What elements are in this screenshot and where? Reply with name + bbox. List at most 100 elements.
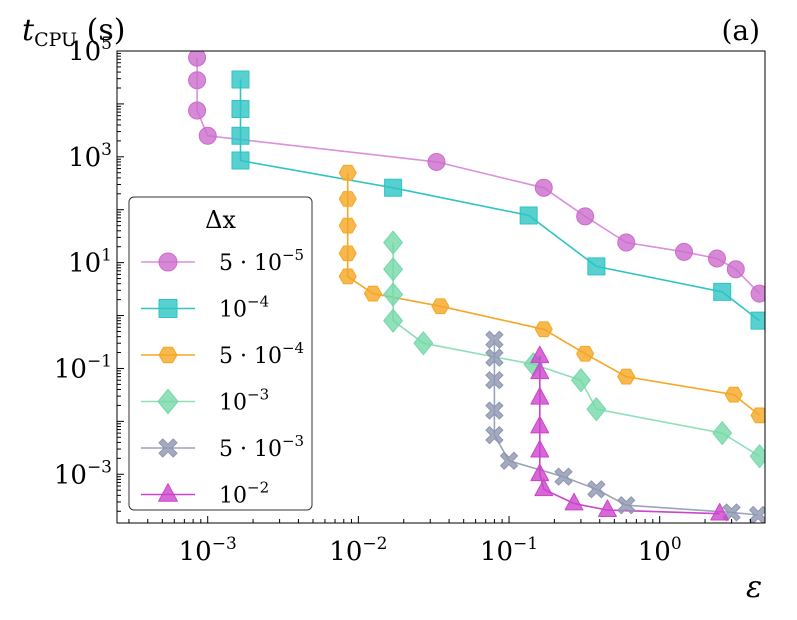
- data-point-s3-8: [534, 321, 553, 338]
- panel-label: (a): [721, 14, 760, 47]
- data-point-s5-2: [485, 348, 504, 367]
- legend-marker-3: [158, 346, 178, 364]
- x-tick-base: 10: [480, 537, 513, 567]
- x-tick-label: 10−1: [480, 534, 538, 567]
- legend-title: Δx: [205, 206, 236, 234]
- data-point-s3-1: [338, 164, 357, 181]
- ylabel-unit: (s): [77, 13, 125, 48]
- plot-area: [188, 51, 765, 523]
- data-point-s2-9: [750, 311, 765, 330]
- legend-label-6: 10−2: [219, 479, 269, 509]
- x-tick-exp: −2: [362, 534, 387, 554]
- y-tick-exp: 1: [101, 246, 112, 266]
- data-point-s4-10: [749, 444, 765, 469]
- data-point-s1-1: [188, 51, 207, 67]
- data-point-s5-5: [485, 426, 504, 445]
- data-point-s6-9: [598, 499, 617, 518]
- legend-label-exp: −3: [282, 432, 304, 450]
- data-point-s1-12: [750, 284, 765, 303]
- data-point-s3-9: [576, 345, 595, 362]
- legend-label-base: 5 · 10: [219, 251, 282, 276]
- data-point-s4-7: [571, 368, 591, 393]
- legend-label-base: 10: [219, 298, 247, 323]
- data-point-s6-4: [530, 415, 550, 434]
- y-tick-exp: −1: [87, 351, 112, 371]
- x-tick-base: 10: [179, 537, 212, 567]
- data-point-s2-2: [231, 100, 250, 119]
- data-point-s5-7: [554, 467, 573, 486]
- data-point-s6-7: [534, 478, 554, 497]
- series-line-2: [239, 79, 760, 322]
- legend-marker-4: [157, 388, 179, 415]
- data-point-s1-11: [726, 260, 745, 279]
- legend-marker-5: [158, 438, 178, 458]
- legend-label-exp: −2: [247, 479, 269, 497]
- data-point-s1-7: [576, 207, 595, 226]
- data-point-s2-4: [231, 151, 250, 170]
- x-tick-label: 100: [638, 534, 682, 567]
- data-point-s4-3: [383, 282, 403, 307]
- ylabel-symbol: t: [22, 13, 35, 48]
- legend-label-base: 5 · 10: [219, 437, 282, 462]
- x-tick-base: 10: [329, 537, 362, 567]
- data-point-s3-11: [724, 386, 743, 403]
- legend-label-exp: −3: [247, 386, 269, 404]
- y-tick-label: 10−1: [54, 351, 112, 384]
- y-tick-exp: 3: [101, 140, 112, 160]
- legend: Δx5 · 10−510−45 · 10−410−35 · 10−310−2: [128, 196, 313, 511]
- y-tick-label: 103: [68, 140, 112, 173]
- data-point-s3-3: [338, 217, 357, 234]
- data-point-s1-5: [427, 152, 446, 171]
- data-point-s3-2: [338, 191, 357, 207]
- data-point-s2-6: [519, 206, 538, 225]
- data-point-s5-4: [485, 401, 504, 420]
- legend-box: [128, 196, 313, 511]
- data-point-s1-6: [534, 178, 553, 197]
- data-point-s2-1: [231, 70, 250, 89]
- data-point-s2-3: [231, 126, 250, 145]
- legend-label-exp: −5: [282, 246, 304, 264]
- series-line-3: [346, 172, 761, 416]
- legend-label-base: 5 · 10: [219, 344, 282, 369]
- data-point-s1-3: [188, 101, 207, 120]
- data-point-s4-4: [383, 308, 403, 333]
- data-point-s3-5: [338, 268, 357, 285]
- data-point-s4-9: [712, 421, 733, 446]
- x-tick-label: 10−2: [329, 534, 387, 567]
- data-point-s2-8: [713, 282, 732, 301]
- x-axis-label: ε: [746, 570, 762, 605]
- data-point-s2-5: [384, 178, 403, 197]
- legend-label-base: 10: [219, 391, 247, 416]
- x-tick-label: 10−3: [179, 534, 237, 567]
- data-point-s4-2: [383, 257, 403, 282]
- data-point-s3-7: [431, 298, 450, 315]
- legend-marker-1: [158, 252, 178, 272]
- data-point-s1-10: [707, 249, 726, 268]
- data-point-s2-7: [587, 257, 606, 276]
- y-tick-base: 10: [54, 354, 87, 384]
- series-line-6: [538, 356, 720, 515]
- y-tick-exp: 5: [101, 34, 112, 54]
- data-point-s4-1: [383, 230, 403, 255]
- legend-label-5: 5 · 10−3: [219, 432, 304, 462]
- data-point-s5-3: [485, 371, 504, 390]
- data-point-s5-8: [587, 480, 606, 499]
- legend-label-4: 10−3: [219, 386, 269, 416]
- data-point-s6-6: [530, 463, 550, 482]
- y-tick-label: 101: [68, 246, 112, 279]
- legend-label-base: 10: [219, 484, 247, 509]
- data-point-s3-10: [617, 368, 636, 385]
- data-point-s6-2: [530, 361, 550, 380]
- x-tick-base: 10: [638, 537, 671, 567]
- y-tick-base: 10: [68, 37, 101, 67]
- legend-label-exp: −4: [282, 339, 304, 357]
- data-point-s4-5: [413, 331, 434, 356]
- x-tick-exp: −3: [212, 534, 237, 554]
- data-point-s1-9: [675, 242, 694, 261]
- y-tick-label: 10−3: [54, 457, 112, 490]
- data-point-s5-11: [749, 505, 765, 523]
- y-tick-base: 10: [54, 460, 87, 490]
- legend-label-2: 10−4: [219, 293, 269, 323]
